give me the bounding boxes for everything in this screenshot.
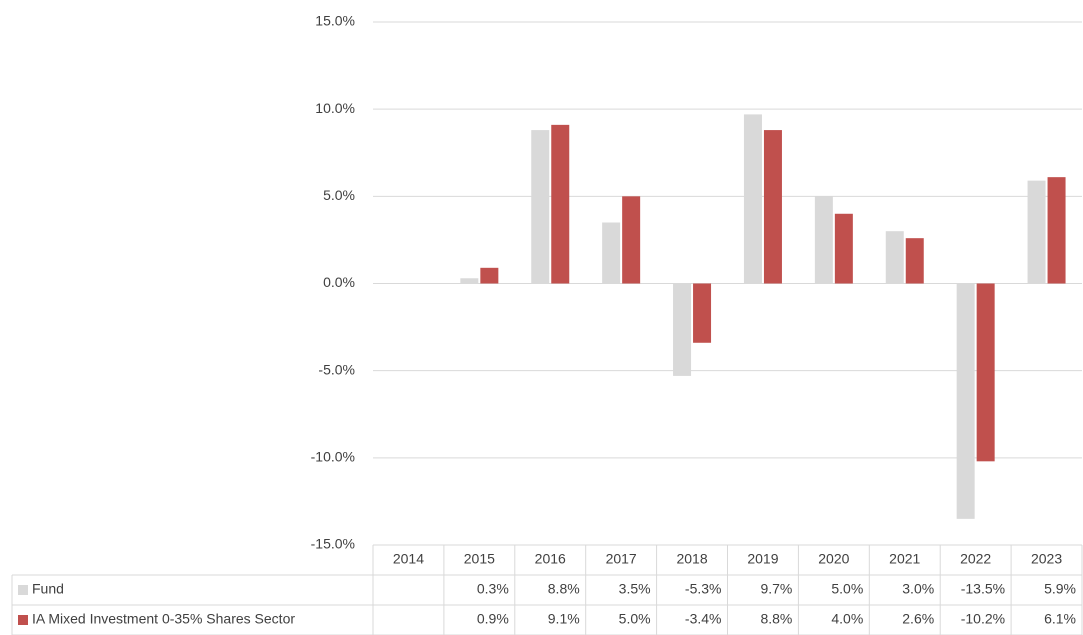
- y-tick-label: -5.0%: [318, 361, 355, 377]
- table-cell: -3.4%: [685, 611, 722, 627]
- table-cell: 5.0%: [831, 581, 863, 597]
- bar: [743, 114, 762, 284]
- table-cell: 3.0%: [902, 581, 934, 597]
- table-cell: -13.5%: [961, 581, 1005, 597]
- x-tick-label: 2014: [393, 551, 424, 567]
- legend-swatch: [18, 615, 28, 625]
- bar: [673, 283, 692, 376]
- bar: [814, 196, 833, 284]
- x-tick-label: 2018: [676, 551, 707, 567]
- x-tick-label: 2016: [535, 551, 566, 567]
- table-cell: 9.7%: [760, 581, 792, 597]
- x-tick-label: 2017: [606, 551, 637, 567]
- bar: [763, 130, 782, 284]
- bar: [834, 213, 853, 284]
- table-cell: 6.1%: [1044, 611, 1076, 627]
- table-cell: 4.0%: [831, 611, 863, 627]
- y-tick-label: 10.0%: [315, 100, 355, 116]
- y-tick-label: 15.0%: [315, 13, 355, 29]
- table-cell: 0.3%: [477, 581, 509, 597]
- bar: [693, 283, 712, 343]
- bar: [460, 278, 479, 284]
- bar: [976, 283, 995, 462]
- y-tick-label: 5.0%: [323, 187, 355, 203]
- x-tick-label: 2020: [818, 551, 849, 567]
- legend-label: Fund: [32, 581, 64, 597]
- x-tick-label: 2019: [747, 551, 778, 567]
- x-tick-label: 2021: [889, 551, 920, 567]
- y-tick-label: -10.0%: [311, 449, 355, 465]
- table-cell: 8.8%: [760, 611, 792, 627]
- bar: [1047, 177, 1066, 284]
- x-tick-label: 2023: [1031, 551, 1062, 567]
- table-cell: 5.0%: [619, 611, 651, 627]
- table-cell: -5.3%: [685, 581, 722, 597]
- table-cell: 9.1%: [548, 611, 580, 627]
- bar: [602, 222, 621, 284]
- legend-label: IA Mixed Investment 0-35% Shares Sector: [32, 611, 295, 627]
- legend-swatch: [18, 585, 28, 595]
- table-cell: 0.9%: [477, 611, 509, 627]
- y-tick-label: 0.0%: [323, 274, 355, 290]
- y-tick-label: -15.0%: [311, 536, 355, 552]
- table-cell: -10.2%: [961, 611, 1005, 627]
- bar: [1027, 180, 1046, 284]
- bar: [956, 283, 975, 519]
- table-cell: 3.5%: [619, 581, 651, 597]
- bar: [551, 124, 570, 284]
- bar: [622, 196, 641, 284]
- bar: [905, 238, 924, 284]
- bar: [531, 130, 550, 284]
- x-tick-label: 2015: [464, 551, 495, 567]
- table-cell: 8.8%: [548, 581, 580, 597]
- table-cell: 5.9%: [1044, 581, 1076, 597]
- bar: [480, 267, 499, 284]
- table-cell: 2.6%: [902, 611, 934, 627]
- bar: [885, 231, 904, 284]
- x-tick-label: 2022: [960, 551, 991, 567]
